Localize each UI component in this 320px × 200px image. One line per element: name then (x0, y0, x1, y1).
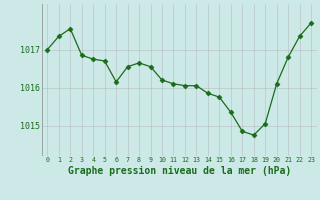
X-axis label: Graphe pression niveau de la mer (hPa): Graphe pression niveau de la mer (hPa) (68, 166, 291, 176)
